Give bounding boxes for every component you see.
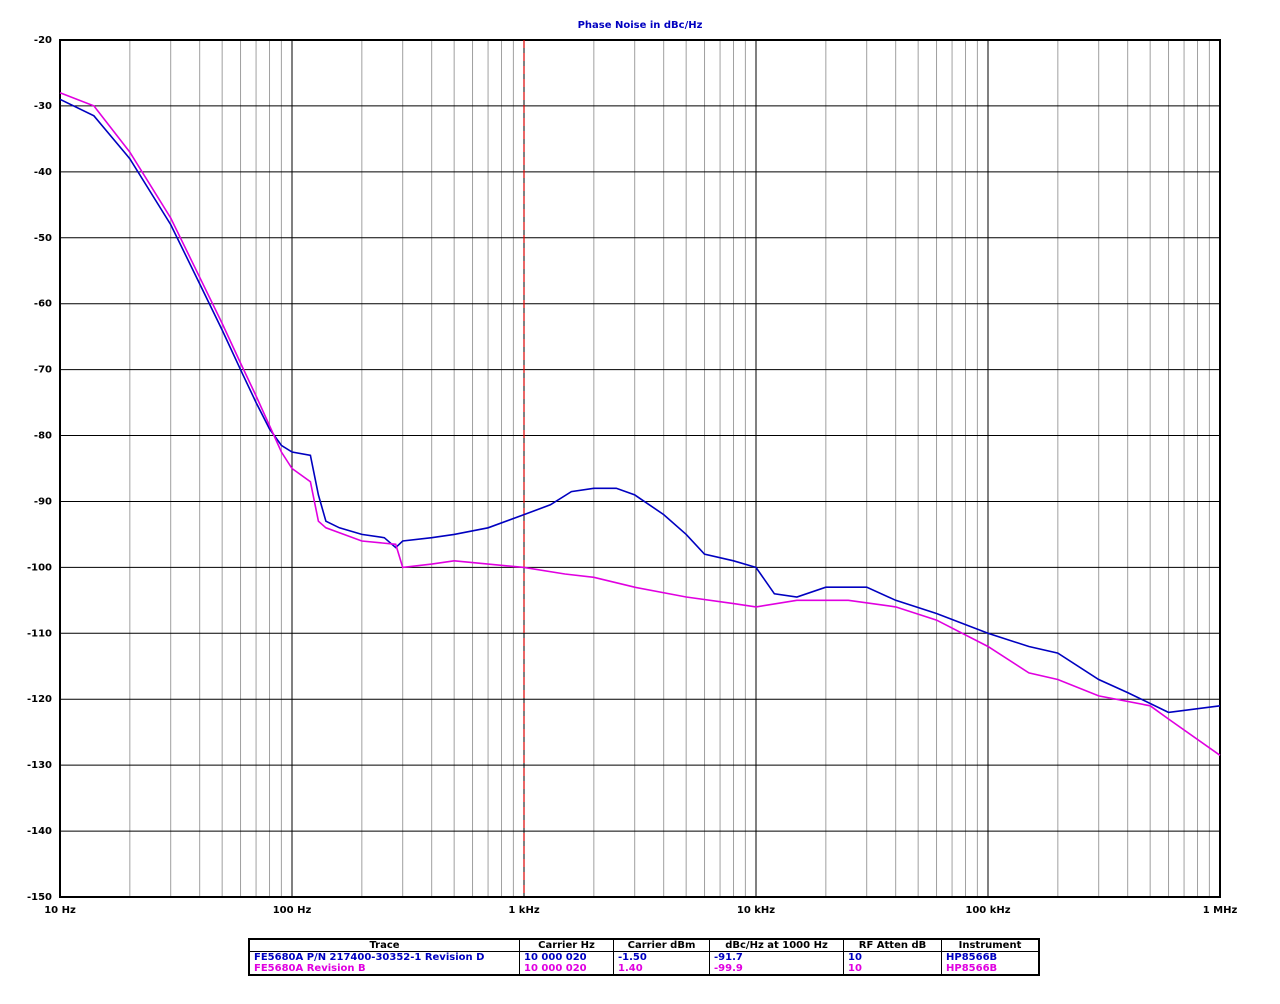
table-cell: 10 000 020 [519,963,614,975]
y-tick-label: -30 [34,101,52,112]
y-tick-label: -130 [27,760,52,771]
table-cell: -99.9 [709,963,844,975]
y-tick-label: -140 [27,826,52,837]
chart: Phase Noise in dBc/Hz -150 -140 -130 -120 -1… [27,20,1238,916]
x-tick-label: 10 kHz [737,905,775,916]
y-tick-label: -100 [27,562,52,573]
series-line [59,98,1221,714]
trace-cell: FE5680A P/N 217400-30352-1 Revision D [248,951,520,963]
table-header-cell: dBc/Hz at 1000 Hz [709,939,844,952]
x-tick-label: 1 MHz [1203,905,1238,916]
table-header-cell: Instrument [941,939,1040,952]
y-tick-label: -120 [27,694,52,705]
table-cell: 1.40 [613,963,710,975]
table-cell: 10 [843,963,942,975]
info-table: Trace Carrier Hz Carrier dBm dBc/Hz at 1000… [248,938,1040,976]
table-cell: HP8566B [941,951,1040,963]
y-tick-label: -50 [34,233,52,244]
x-tick-label: 10 Hz [44,905,76,916]
table-cell: 10 000 020 [519,951,614,963]
table-cell: -91.7 [709,951,844,963]
x-tick-label: 100 Hz [273,905,312,916]
table-row: FE5680A Revision B 10 000 020 1.40 -99.9 10 H… [248,963,1040,975]
x-tick-label: 1 kHz [508,905,539,916]
table-cell: HP8566B [941,963,1040,975]
y-tick-label: -40 [34,167,52,178]
table-cell: 10 [843,951,942,963]
y-tick-label: -90 [34,496,52,507]
table-header-cell: Carrier dBm [613,939,710,952]
plot-frame [59,39,1221,898]
table-header: Trace Carrier Hz Carrier dBm dBc/Hz at 1000… [248,939,1040,952]
y-tick-label: -110 [27,628,52,639]
y-tick-label: -60 [34,299,52,310]
y-tick-label: -20 [34,35,52,46]
trace-cell: FE5680A Revision B [248,963,520,975]
table-header-cell: RF Atten dB [843,939,942,952]
table-header-cell: Carrier Hz [519,939,614,952]
y-tick-label: -150 [27,892,52,903]
table-header-cell: Trace [248,939,520,952]
chart-title: Phase Noise in dBc/Hz [578,20,703,31]
series-line [59,91,1221,756]
table-row: FE5680A P/N 217400-30352-1 Revision D 10 … [248,951,1040,963]
y-tick-label: -80 [34,431,52,442]
y-tick-label: -70 [34,365,52,376]
table-cell: -1.50 [613,951,710,963]
x-tick-label: 100 kHz [965,905,1010,916]
